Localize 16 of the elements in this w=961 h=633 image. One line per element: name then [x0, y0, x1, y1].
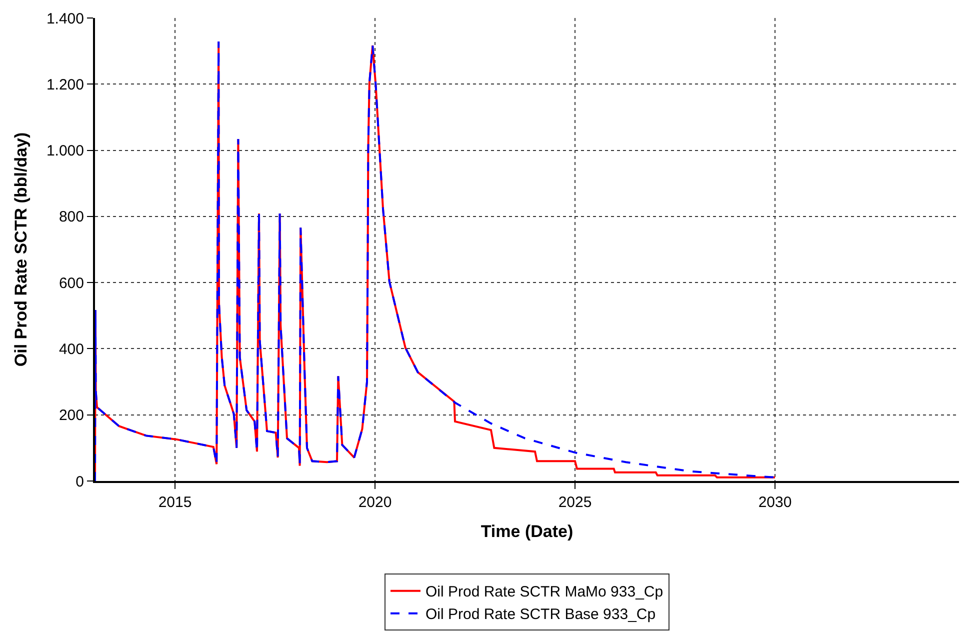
x-axis-title: Time (Date) [480, 522, 574, 541]
y-tick-label: 200 [58, 407, 84, 424]
y-tick-label: 600 [58, 274, 84, 292]
x-tick-label: 2025 [558, 494, 592, 511]
y-tick-label: 1.400 [46, 10, 84, 28]
y-axis-title: Oil Prod Rate SCTR (bbl/day) [12, 132, 31, 367]
x-tick-label: 2020 [358, 494, 392, 511]
y-tick-label: 800 [58, 208, 84, 226]
legend-label: Oil Prod Rate SCTR Base 933_Cp [426, 606, 656, 624]
x-tick-label: 2015 [158, 494, 192, 511]
y-tick-label: 1.000 [46, 142, 84, 160]
x-tick-label: 2030 [758, 494, 792, 511]
y-tick-label: 1.200 [46, 76, 84, 94]
y-tick-label: 0 [76, 473, 84, 490]
y-tick-label: 400 [58, 340, 84, 358]
legend-label: Oil Prod Rate SCTR MaMo 933_Cp [426, 584, 664, 601]
